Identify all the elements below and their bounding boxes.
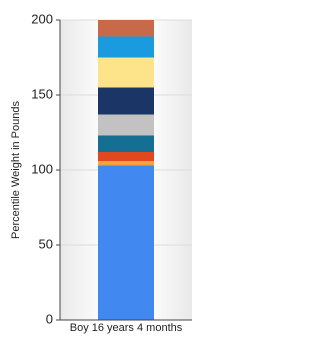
x-tick-label: Boy 16 years 4 months (70, 322, 183, 334)
bar-segment (98, 165, 154, 320)
bar-segment (98, 20, 154, 37)
y-axis-label: Percentile Weight in Pounds (10, 101, 22, 239)
chart: Percentile Weight in Pounds 0 50 100 150 200… (10, 11, 192, 334)
y-tick-label: 50 (39, 236, 53, 251)
bar-segment (98, 135, 154, 152)
bar-segment (98, 161, 154, 166)
y-tick-label: 0 (46, 311, 53, 326)
y-tick-label: 150 (31, 86, 53, 101)
bar-segment (98, 114, 154, 136)
bar-segment (98, 57, 154, 88)
y-tick-label: 100 (31, 161, 53, 176)
y-tick-label: 200 (31, 11, 53, 26)
bar-segment (98, 36, 154, 58)
bar-segment (98, 87, 154, 115)
bar-segment (98, 152, 154, 161)
